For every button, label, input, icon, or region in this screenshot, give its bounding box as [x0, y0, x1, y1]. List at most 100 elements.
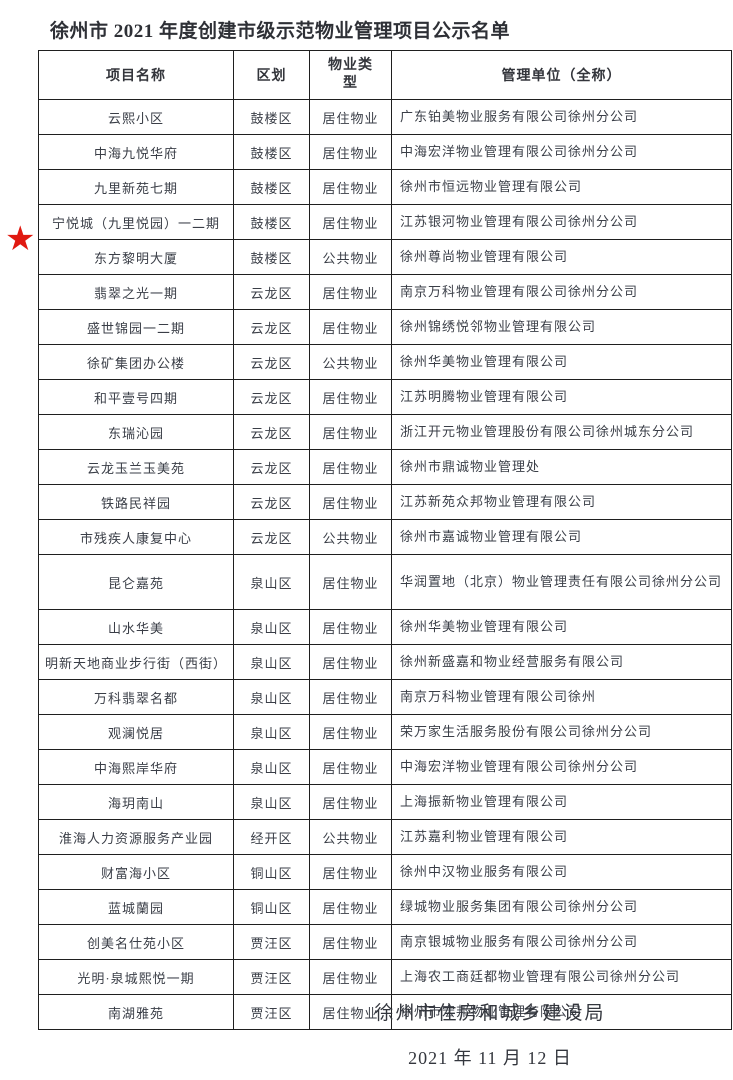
- table-row: 南湖雅苑 贾汪区 居住物业 徐州市宏邦物业管理有限公司: [38, 994, 732, 1030]
- cell-district: 云龙区: [233, 309, 310, 345]
- cell-district: 泉山区: [233, 784, 310, 820]
- cell-name: 中海熙岸华府: [38, 749, 234, 785]
- cell-company: 广东铂美物业服务有限公司徐州分公司: [391, 99, 732, 135]
- header-project-name: 项目名称: [38, 50, 234, 100]
- cell-company: 上海农工商廷都物业管理有限公司徐州分公司: [391, 959, 732, 995]
- cell-name: 光明·泉城熙悦一期: [38, 959, 234, 995]
- cell-name: 翡翠之光一期: [38, 274, 234, 310]
- table-row: 宁悦城（九里悦园）一二期 鼓楼区 居住物业 江苏银河物业管理有限公司徐州分公司: [38, 204, 732, 240]
- table-body: 云熙小区 鼓楼区 居住物业 广东铂美物业服务有限公司徐州分公司 中海九悦华府 鼓楼区 居住物…: [38, 99, 732, 1030]
- cell-type: 居住物业: [309, 484, 392, 520]
- cell-district: 泉山区: [233, 644, 310, 680]
- table-row: 市残疾人康复中心 云龙区 公共物业 徐州市嘉诚物业管理有限公司: [38, 519, 732, 555]
- cell-type: 居住物业: [309, 274, 392, 310]
- cell-company: 南京万科物业管理有限公司徐州分公司: [391, 274, 732, 310]
- cell-company: 徐州锦绣悦邻物业管理有限公司: [391, 309, 732, 345]
- cell-district: 贾汪区: [233, 994, 310, 1030]
- issuer-signature: 徐州市住房和城乡建设局: [374, 1003, 606, 1024]
- table-row: 万科翡翠名都 泉山区 居住物业 南京万科物业管理有限公司徐州: [38, 679, 732, 715]
- table-row: 和平壹号四期 云龙区 居住物业 江苏明腾物业管理有限公司: [38, 379, 732, 415]
- table-row: 蓝城蘭园 铜山区 居住物业 绿城物业服务集团有限公司徐州分公司: [38, 889, 732, 925]
- cell-type: 居住物业: [309, 609, 392, 645]
- table-row: 海玥南山 泉山区 居住物业 上海振新物业管理有限公司: [38, 784, 732, 820]
- table-row: 山水华美 泉山区 居住物业 徐州华美物业管理有限公司: [38, 609, 732, 645]
- cell-company: 上海振新物业管理有限公司: [391, 784, 732, 820]
- header-management-unit: 管理单位（全称）: [391, 50, 732, 100]
- table-row: 盛世锦园一二期 云龙区 居住物业 徐州锦绣悦邻物业管理有限公司: [38, 309, 732, 345]
- cell-type: 居住物业: [309, 959, 392, 995]
- table-row: 东瑞沁园 云龙区 居住物业 浙江开元物业管理股份有限公司徐州城东分公司: [38, 414, 732, 450]
- cell-type: 居住物业: [309, 134, 392, 170]
- cell-company: 徐州尊尚物业管理有限公司: [391, 239, 732, 275]
- table-row: 东方黎明大厦 鼓楼区 公共物业 徐州尊尚物业管理有限公司: [38, 239, 732, 275]
- cell-name: 和平壹号四期: [38, 379, 234, 415]
- cell-company: 绿城物业服务集团有限公司徐州分公司: [391, 889, 732, 925]
- cell-district: 贾汪区: [233, 924, 310, 960]
- cell-name: 盛世锦园一二期: [38, 309, 234, 345]
- projects-table: 项目名称 区划 物业类型 管理单位（全称） 云熙小区 鼓楼区 居住物业 广东铂美物业服…: [38, 50, 732, 1030]
- cell-name: 市残疾人康复中心: [38, 519, 234, 555]
- cell-company: 徐州市宏邦物业管理有限公司: [391, 994, 732, 1030]
- cell-company: 徐州市恒远物业管理有限公司: [391, 169, 732, 205]
- cell-name: 云熙小区: [38, 99, 234, 135]
- table-row: 云龙玉兰玉美苑 云龙区 居住物业 徐州市鼎诚物业管理处: [38, 449, 732, 485]
- page-title: 徐州市 2021 年度创建市级示范物业管理项目公示名单: [50, 21, 511, 42]
- cell-type: 居住物业: [309, 854, 392, 890]
- cell-company: 荣万家生活服务股份有限公司徐州分公司: [391, 714, 732, 750]
- cell-name: 中海九悦华府: [38, 134, 234, 170]
- cell-district: 云龙区: [233, 379, 310, 415]
- cell-type: 居住物业: [309, 714, 392, 750]
- cell-company: 浙江开元物业管理股份有限公司徐州城东分公司: [391, 414, 732, 450]
- cell-district: 云龙区: [233, 344, 310, 380]
- cell-name: 宁悦城（九里悦园）一二期: [38, 204, 234, 240]
- cell-type: 居住物业: [309, 309, 392, 345]
- cell-type: 公共物业: [309, 519, 392, 555]
- table-row: 明新天地商业步行街（西街） 泉山区 居住物业 徐州新盛嘉和物业经营服务有限公司: [38, 644, 732, 680]
- cell-company: 江苏明腾物业管理有限公司: [391, 379, 732, 415]
- table-row: 财富海小区 铜山区 居住物业 徐州中汉物业服务有限公司: [38, 854, 732, 890]
- cell-company: 华润置地（北京）物业管理责任有限公司徐州分公司: [391, 554, 732, 610]
- cell-company: 江苏嘉利物业管理有限公司: [391, 819, 732, 855]
- cell-company: 南京银城物业服务有限公司徐州分公司: [391, 924, 732, 960]
- cell-name: 明新天地商业步行街（西街）: [38, 644, 234, 680]
- cell-district: 泉山区: [233, 714, 310, 750]
- header-district: 区划: [233, 50, 310, 100]
- cell-district: 经开区: [233, 819, 310, 855]
- cell-type: 居住物业: [309, 889, 392, 925]
- cell-type: 居住物业: [309, 749, 392, 785]
- cell-type: 居住物业: [309, 554, 392, 610]
- cell-district: 鼓楼区: [233, 99, 310, 135]
- cell-name: 海玥南山: [38, 784, 234, 820]
- cell-type: 居住物业: [309, 784, 392, 820]
- cell-district: 铜山区: [233, 889, 310, 925]
- cell-company: 徐州新盛嘉和物业经营服务有限公司: [391, 644, 732, 680]
- cell-type: 公共物业: [309, 344, 392, 380]
- cell-name: 东瑞沁园: [38, 414, 234, 450]
- table-row: 中海九悦华府 鼓楼区 居住物业 中海宏洋物业管理有限公司徐州分公司: [38, 134, 732, 170]
- cell-company: 徐州市鼎诚物业管理处: [391, 449, 732, 485]
- table-row: 淮海人力资源服务产业园 经开区 公共物业 江苏嘉利物业管理有限公司: [38, 819, 732, 855]
- cell-district: 铜山区: [233, 854, 310, 890]
- cell-name: 蓝城蘭园: [38, 889, 234, 925]
- cell-name: 山水华美: [38, 609, 234, 645]
- cell-name: 九里新苑七期: [38, 169, 234, 205]
- cell-name: 铁路民祥园: [38, 484, 234, 520]
- table-row: 中海熙岸华府 泉山区 居住物业 中海宏洋物业管理有限公司徐州分公司: [38, 749, 732, 785]
- cell-company: 江苏银河物业管理有限公司徐州分公司: [391, 204, 732, 240]
- cell-district: 云龙区: [233, 449, 310, 485]
- cell-type: 居住物业: [309, 204, 392, 240]
- cell-company: 南京万科物业管理有限公司徐州: [391, 679, 732, 715]
- cell-type: 居住物业: [309, 99, 392, 135]
- cell-district: 鼓楼区: [233, 134, 310, 170]
- cell-type: 居住物业: [309, 379, 392, 415]
- cell-district: 云龙区: [233, 414, 310, 450]
- cell-name: 创美名仕苑小区: [38, 924, 234, 960]
- cell-company: 徐州市嘉诚物业管理有限公司: [391, 519, 732, 555]
- cell-name: 南湖雅苑: [38, 994, 234, 1030]
- cell-type: 公共物业: [309, 239, 392, 275]
- cell-company: 中海宏洋物业管理有限公司徐州分公司: [391, 749, 732, 785]
- cell-district: 云龙区: [233, 484, 310, 520]
- cell-district: 鼓楼区: [233, 204, 310, 240]
- table-row: 昆仑嘉苑 泉山区 居住物业 华润置地（北京）物业管理责任有限公司徐州分公司: [38, 554, 732, 610]
- table-row: 创美名仕苑小区 贾汪区 居住物业 南京银城物业服务有限公司徐州分公司: [38, 924, 732, 960]
